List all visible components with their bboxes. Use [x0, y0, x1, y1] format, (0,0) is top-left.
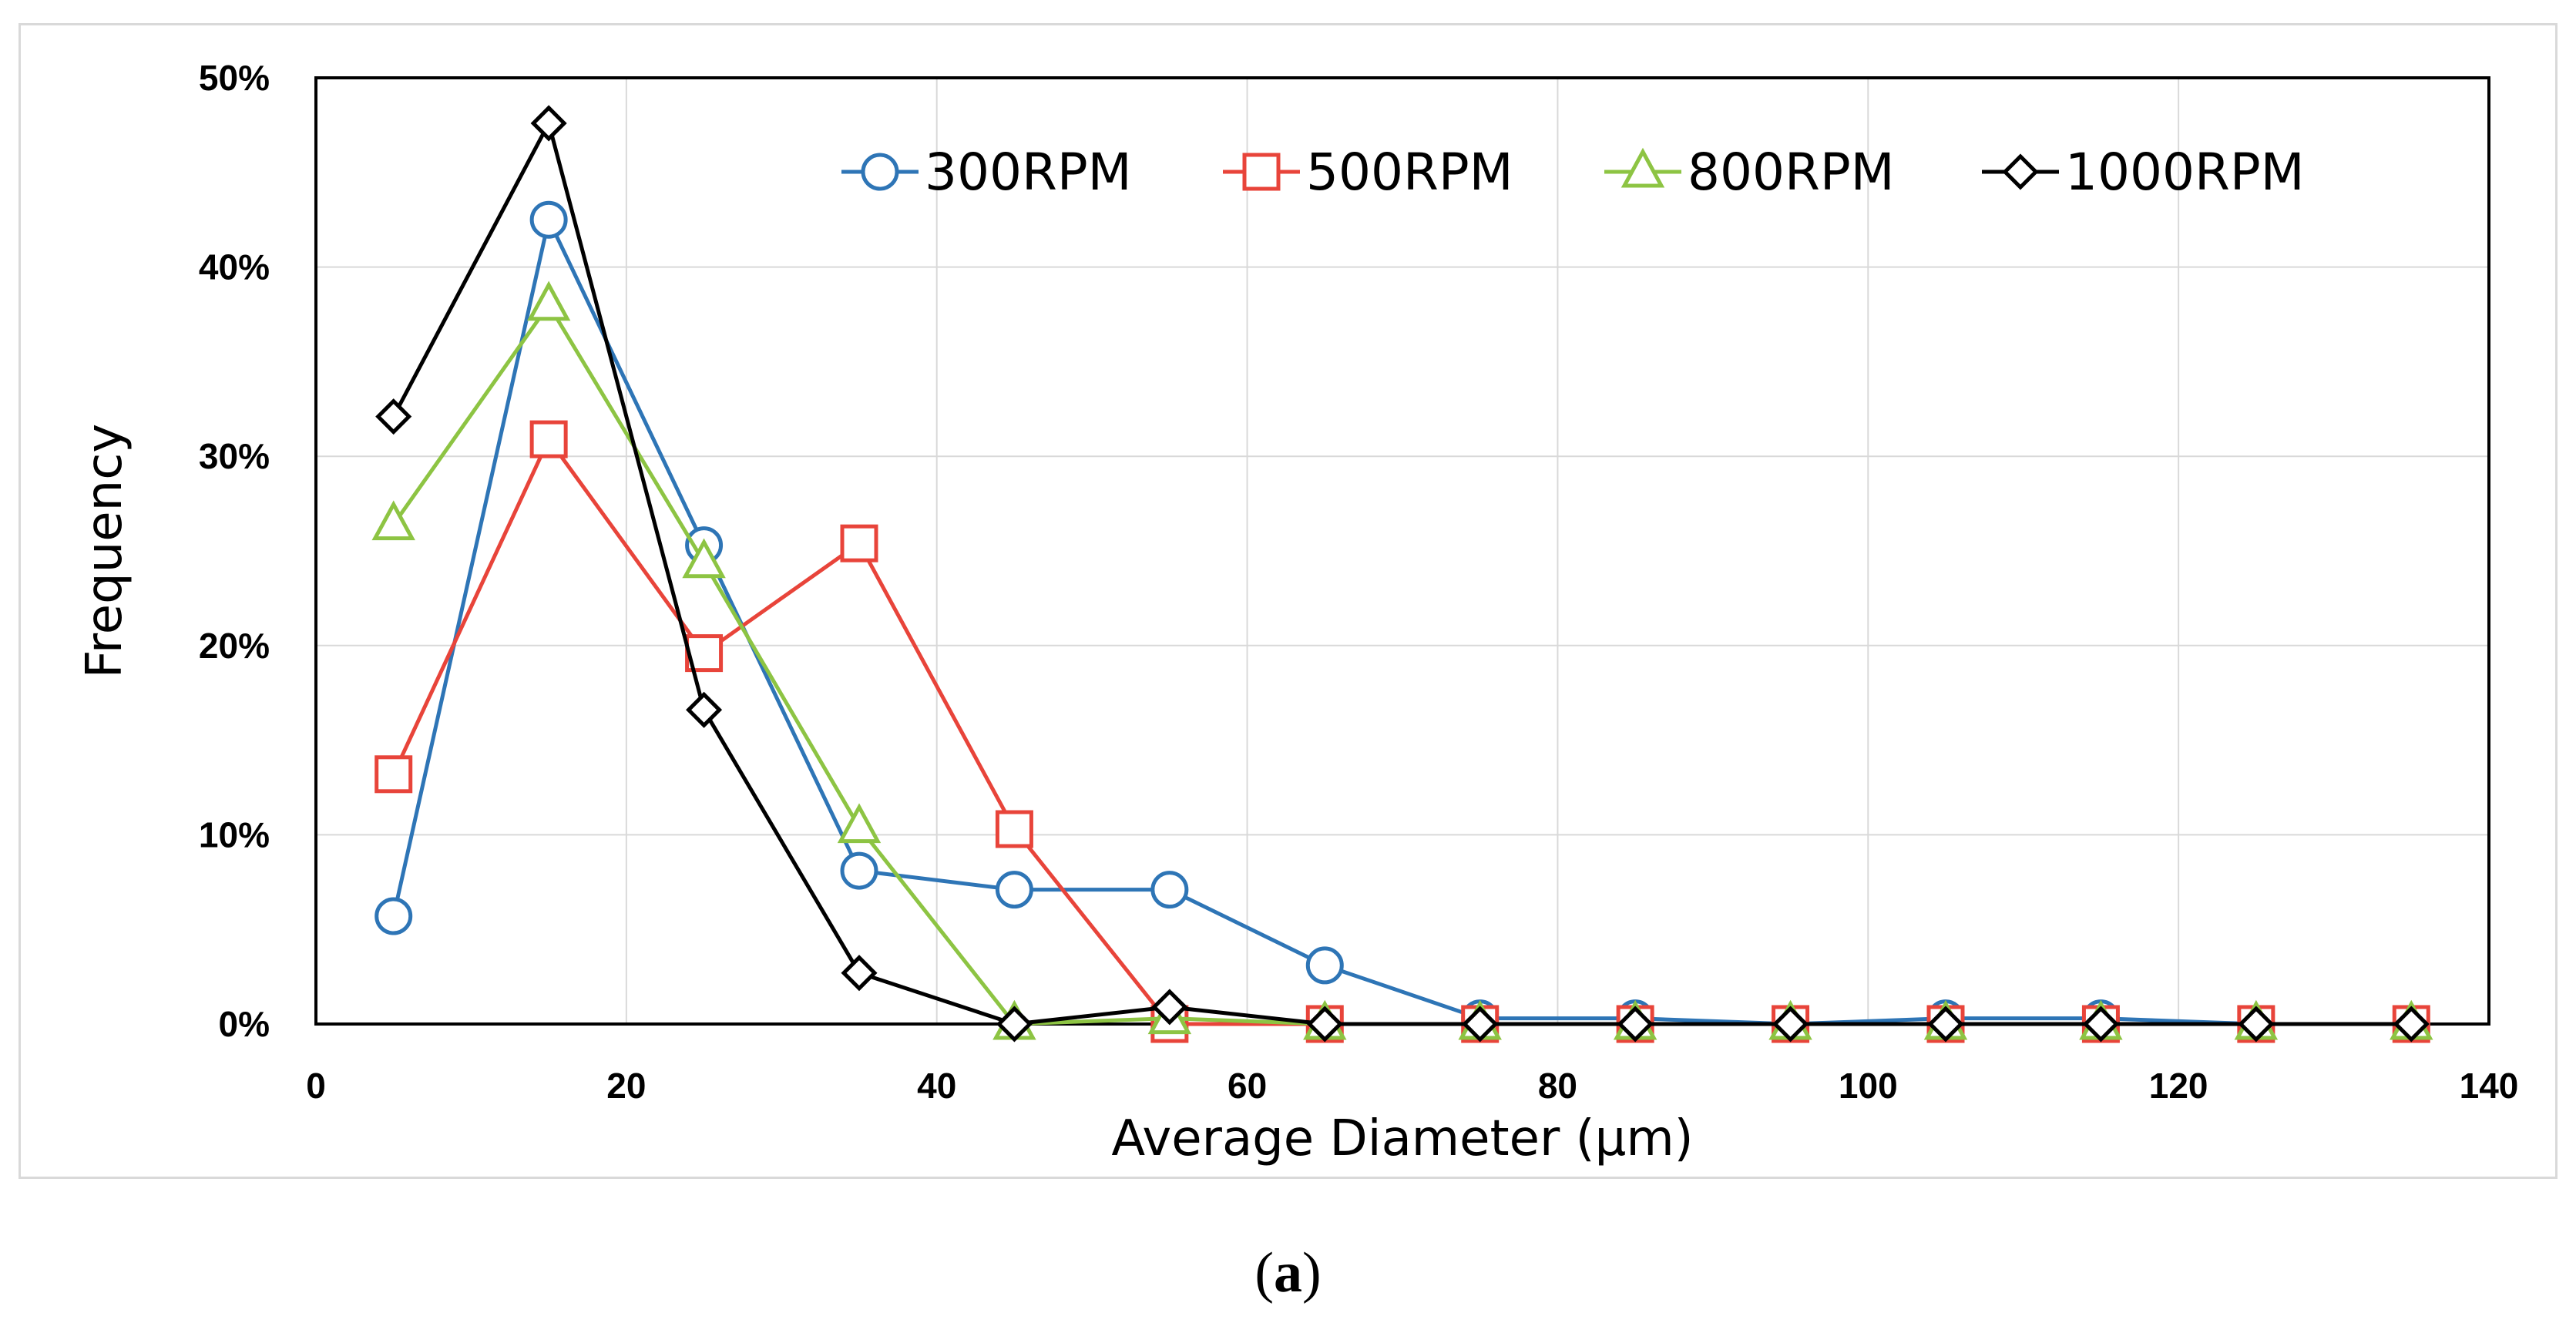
data-point-500rpm	[995, 810, 1033, 848]
x-tick-label: 0	[306, 1066, 326, 1106]
legend-label-300rpm: 300RPM	[925, 143, 1132, 202]
y-axis-title: Frequency	[76, 424, 133, 679]
series-500rpm	[374, 420, 2430, 1043]
y-tick-label: 50%	[199, 58, 270, 98]
data-point-1000rpm	[2082, 1006, 2119, 1043]
legend-item-1000rpm: 1000RPM	[1982, 143, 2305, 202]
x-axis-title: Average Diameter (μm)	[1111, 1110, 1693, 1167]
plot-area-border	[314, 76, 2490, 1026]
data-point-800rpm	[682, 538, 726, 579]
data-point-1000rpm	[1151, 989, 1188, 1026]
data-point-500rpm	[840, 524, 878, 562]
data-point-800rpm	[371, 500, 415, 541]
legend: 300RPM 500RPM 800RPM 1000RPM	[841, 143, 2305, 202]
data-point-1000rpm	[1927, 1006, 1964, 1043]
legend-item-800rpm: 800RPM	[1604, 143, 1895, 202]
x-axis-ticks: 0 20 40 60 80 100 120 140	[306, 1066, 2518, 1106]
figure-caption: (a)	[0, 1241, 2576, 1306]
data-point-1000rpm	[841, 955, 878, 992]
x-tick-label: 40	[917, 1066, 956, 1106]
data-point-800rpm	[526, 280, 571, 321]
legend-label-500rpm: 500RPM	[1306, 143, 1513, 202]
series-800rpm	[371, 280, 2433, 1040]
data-point-300rpm	[529, 200, 568, 239]
x-tick-label: 120	[2149, 1066, 2208, 1106]
y-tick-label: 20%	[199, 626, 270, 666]
legend-marker-300rpm	[861, 153, 899, 191]
line-chart: 0% 10% 20% 30% 40% 50% 0 20 40 60 80 100 120 140 Avera…	[76, 58, 2518, 1167]
data-point-300rpm	[1305, 946, 1344, 985]
y-tick-label: 10%	[199, 814, 270, 855]
legend-marker-800rpm	[1620, 147, 1665, 188]
data-point-800rpm	[837, 803, 882, 844]
legend-marker-500rpm	[1242, 153, 1281, 191]
legend-marker-1000rpm	[2002, 153, 2039, 190]
legend-item-300rpm: 300RPM	[841, 143, 1132, 202]
data-point-1000rpm	[1617, 1006, 1654, 1043]
caption-close-paren: )	[1302, 1241, 1322, 1304]
x-tick-label: 140	[2460, 1066, 2519, 1106]
data-point-500rpm	[374, 755, 413, 794]
data-point-1000rpm	[2238, 1006, 2275, 1043]
y-tick-label: 30%	[199, 436, 270, 476]
series-300rpm	[374, 200, 2430, 1043]
data-point-1000rpm	[2393, 1006, 2430, 1043]
data-point-300rpm	[840, 851, 878, 890]
data-point-1000rpm	[996, 1006, 1033, 1043]
data-point-1000rpm	[1306, 1006, 1343, 1043]
caption-letter: a	[1274, 1241, 1302, 1304]
y-axis-ticks: 0% 10% 20% 30% 40% 50%	[199, 58, 270, 1044]
series-line-1000rpm	[391, 121, 2412, 1026]
data-point-1000rpm	[375, 398, 412, 435]
x-tick-label: 80	[1538, 1066, 1577, 1106]
chart-frame: 0% 10% 20% 30% 40% 50% 0 20 40 60 80 100 120 140 Avera…	[18, 23, 2558, 1179]
data-point-1000rpm	[1772, 1006, 1809, 1043]
caption-open-paren: (	[1254, 1241, 1274, 1304]
series-line-300rpm	[391, 217, 2412, 1026]
x-tick-label: 100	[1839, 1066, 1898, 1106]
data-point-1000rpm	[1462, 1006, 1499, 1043]
y-tick-label: 0%	[219, 1004, 270, 1044]
series-1000rpm	[375, 105, 2430, 1043]
x-tick-label: 20	[606, 1066, 646, 1106]
data-point-300rpm	[1150, 871, 1189, 909]
x-tick-label: 60	[1228, 1066, 1267, 1106]
y-tick-label: 40%	[199, 247, 270, 287]
data-point-1000rpm	[686, 691, 723, 728]
legend-label-800rpm: 800RPM	[1688, 143, 1895, 202]
legend-label-1000rpm: 1000RPM	[2065, 143, 2305, 202]
legend-item-500rpm: 500RPM	[1223, 143, 1513, 202]
gridlines	[316, 78, 2489, 1024]
data-point-300rpm	[995, 871, 1033, 909]
data-point-300rpm	[374, 897, 413, 935]
data-point-500rpm	[529, 420, 568, 458]
data-point-1000rpm	[530, 105, 567, 142]
